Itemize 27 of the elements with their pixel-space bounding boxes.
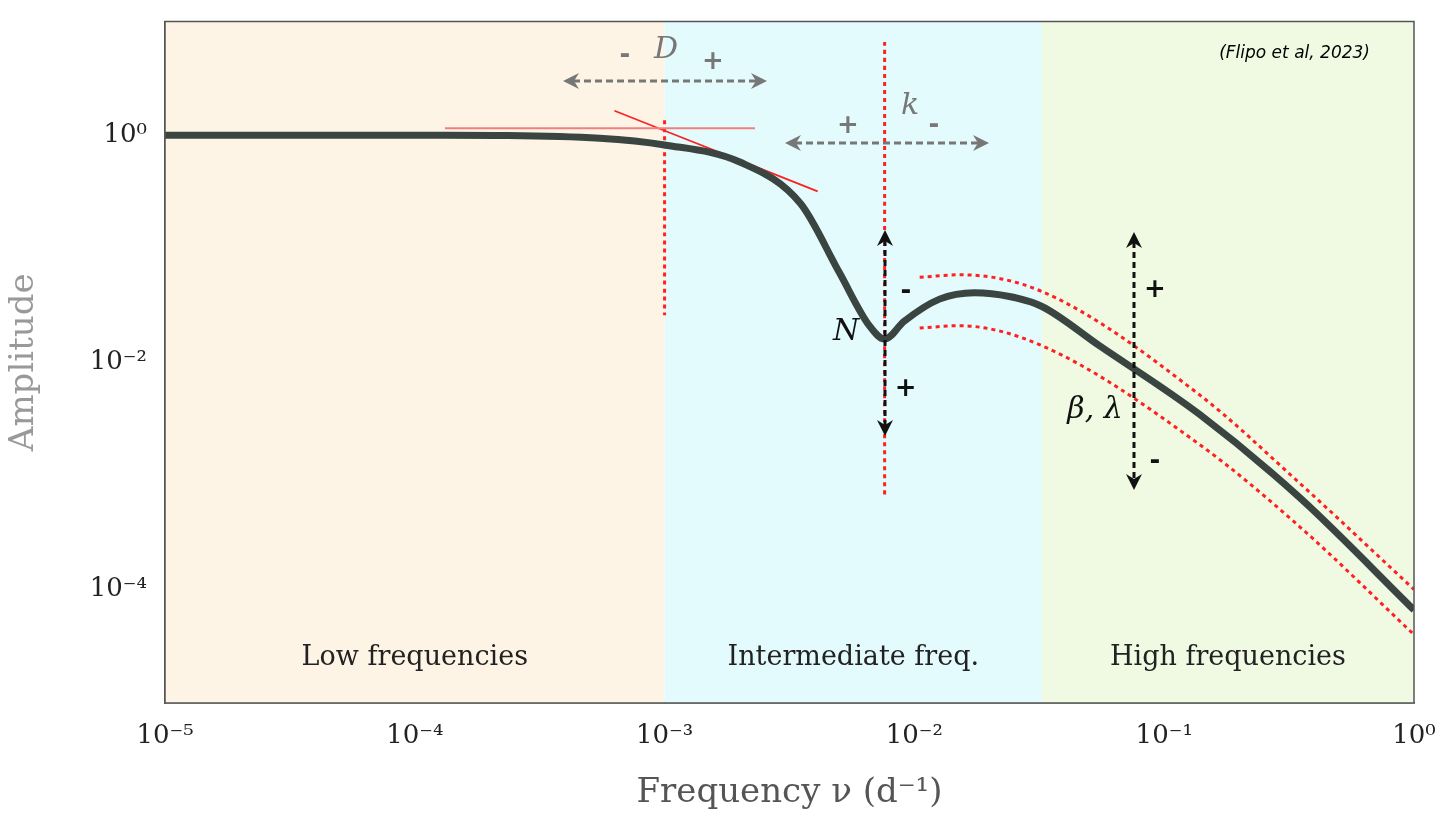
x-tick-label: 10⁻² <box>885 719 944 750</box>
y-axis-title: Amplitude <box>1 273 42 453</box>
x-tick-label: 10⁻³ <box>635 719 694 750</box>
x-tick-label: 10⁻⁵ <box>136 719 194 750</box>
annotation: + <box>702 44 724 75</box>
x-axis-title: Frequency ν (d⁻¹) <box>636 770 943 811</box>
x-tick-label: 10⁻⁴ <box>386 719 444 750</box>
y-tick-label: 10⁻⁴ <box>89 572 147 603</box>
y-tick-label: 10⁰ <box>103 117 147 148</box>
annotation: (Flipo et al, 2023) <box>1219 42 1370 63</box>
annotation: + <box>894 371 917 402</box>
annotation: + <box>1144 272 1166 303</box>
annotation: - <box>1149 444 1161 475</box>
annotation: k <box>900 85 920 121</box>
x-tick-label: 10⁰ <box>1392 719 1436 750</box>
band-label: High frequencies <box>1109 640 1346 672</box>
annotation: - <box>928 108 940 139</box>
annotation: β, λ <box>1066 389 1123 425</box>
y-tick-label: 10⁻² <box>89 345 147 376</box>
x-tick-label: 10⁻¹ <box>1135 719 1193 750</box>
band-label: Low frequencies <box>301 640 528 672</box>
band-label: Intermediate freq. <box>727 640 980 672</box>
annotation: - <box>900 274 912 305</box>
annotation: + <box>837 108 859 139</box>
annotation: D <box>652 29 679 65</box>
annotation: N <box>831 311 861 347</box>
annotation: - <box>619 38 631 69</box>
